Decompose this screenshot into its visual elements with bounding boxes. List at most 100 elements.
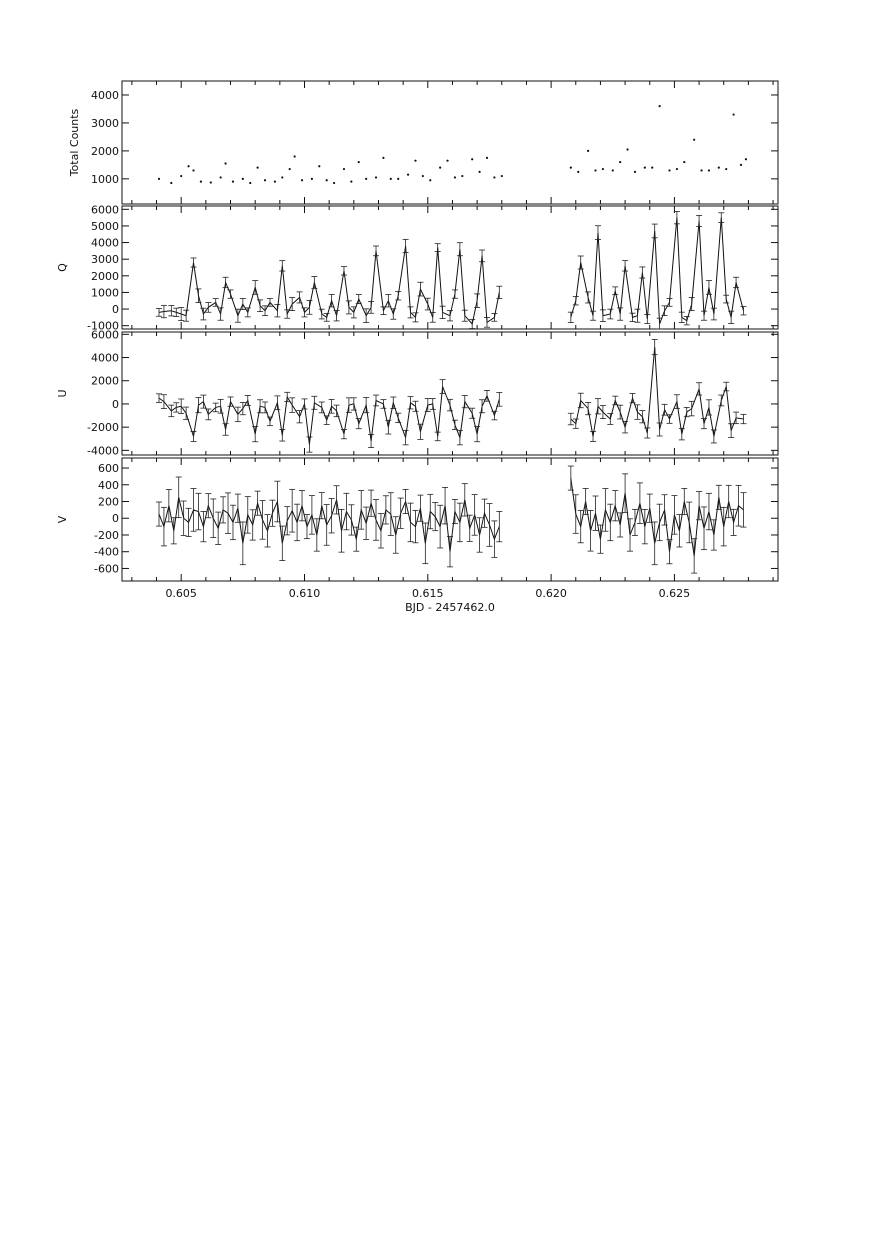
data-point [281, 176, 284, 179]
plot-frame [121, 457, 779, 582]
y-tick-label: 3000 [91, 253, 119, 266]
data-point [633, 170, 637, 173]
data-point [739, 163, 743, 166]
data-point [683, 160, 686, 164]
data-point [187, 165, 190, 168]
data-point [439, 166, 442, 169]
series-line [570, 478, 744, 556]
data-point [675, 167, 678, 171]
panel-Q: -1000 0 1000 2000 3000 4000 5000 6000 Q [56, 203, 779, 333]
x-tick-label: 0.615 [412, 587, 444, 600]
data-point [485, 156, 489, 159]
y-tick-label: 6000 [91, 203, 119, 216]
y-tick-label: 0 [112, 303, 119, 316]
y-tick-label: 2000 [91, 145, 119, 158]
data-point [374, 176, 378, 179]
y-tick-label: 4000 [91, 237, 119, 250]
data-point [471, 158, 474, 161]
series-line [158, 497, 500, 552]
data-point [707, 169, 711, 172]
data-point [157, 177, 161, 180]
y-axis-title: U [56, 389, 69, 397]
data-point [219, 176, 222, 179]
data-point [256, 166, 259, 169]
plot-frame [121, 80, 779, 205]
data-point [300, 179, 304, 182]
data-point [611, 169, 614, 172]
data-point [725, 167, 728, 171]
data-point [192, 169, 195, 172]
y-tick-label: 2000 [91, 270, 119, 283]
y-tick-label: -4000 [87, 444, 119, 457]
data-point [453, 176, 457, 179]
data-point [310, 177, 313, 180]
y-tick-label: 400 [98, 479, 119, 492]
y-tick-label: 600 [98, 462, 119, 475]
y-tick-label: -600 [94, 562, 119, 575]
data-point [626, 148, 629, 151]
y-tick-label: 3000 [91, 117, 119, 130]
data-point [601, 167, 605, 171]
data-point [717, 166, 720, 169]
data-point [406, 173, 410, 176]
y-tick-label: 2000 [91, 375, 119, 388]
data-point [180, 174, 183, 178]
y-tick-label: -400 [94, 546, 119, 559]
data-point [643, 166, 646, 169]
series-line [158, 245, 500, 326]
data-point [700, 169, 703, 172]
data-point [397, 177, 400, 180]
panel-total_counts: 1000 2000 3000 4000 Total Counts [68, 80, 779, 205]
data-point [357, 160, 360, 164]
panel-U: -4000 -2000 0 2000 4000 6000 U [56, 328, 779, 457]
data-point [231, 180, 235, 183]
data-point [651, 166, 654, 169]
y-tick-label: 5000 [91, 220, 119, 233]
data-point [249, 181, 252, 185]
y-tick-label: 0 [112, 512, 119, 525]
series-line [570, 217, 744, 325]
data-point [389, 177, 392, 180]
data-point [446, 159, 449, 162]
data-point [350, 180, 353, 183]
data-point [658, 105, 661, 108]
data-point [493, 176, 496, 179]
data-point [478, 170, 481, 173]
data-point [577, 170, 580, 173]
data-point [241, 177, 244, 180]
data-point [668, 169, 671, 172]
data-point [693, 138, 696, 141]
series-line [570, 347, 744, 437]
data-point [365, 177, 368, 180]
data-point [421, 174, 424, 178]
y-tick-label: 4000 [91, 89, 119, 102]
y-tick-label: -200 [94, 529, 119, 542]
data-point [619, 160, 622, 164]
data-point [288, 167, 291, 171]
x-tick-label: 0.625 [659, 587, 691, 600]
data-point [224, 162, 227, 165]
y-tick-label: 4000 [91, 352, 119, 365]
data-point [500, 174, 503, 178]
data-point [414, 159, 417, 162]
data-point [293, 155, 296, 158]
data-point [170, 181, 173, 185]
x-tick-label: 0.605 [165, 587, 197, 600]
y-tick-label: 6000 [91, 328, 119, 341]
x-tick-label: 0.610 [289, 587, 321, 600]
data-point [199, 180, 203, 183]
y-tick-label: 0 [112, 398, 119, 411]
data-point [325, 179, 328, 182]
data-point [382, 156, 385, 159]
data-point [332, 181, 336, 185]
data-point [744, 158, 748, 161]
data-point [429, 179, 432, 182]
data-point [732, 113, 735, 116]
plot-frame [121, 205, 779, 330]
panel-V: -600 -400 -200 0 200 400 600 0.605 0.610 0.615 0.6… [56, 457, 779, 614]
y-tick-label: 200 [98, 496, 119, 509]
data-point [209, 181, 212, 184]
data-point [342, 167, 346, 171]
data-point [263, 179, 267, 182]
